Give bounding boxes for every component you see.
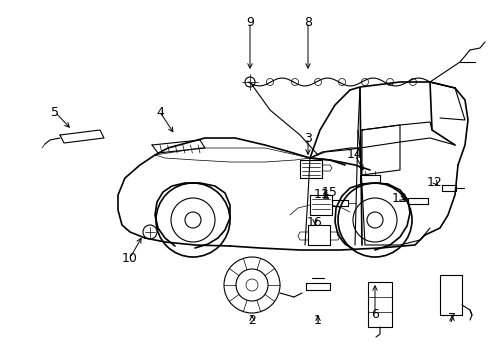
Text: 9: 9	[245, 15, 253, 28]
Text: 13: 13	[391, 192, 407, 204]
Text: 12: 12	[426, 175, 442, 189]
Text: 11: 11	[313, 189, 329, 202]
Text: 15: 15	[322, 185, 337, 198]
Text: 10: 10	[122, 252, 138, 265]
Text: 7: 7	[447, 311, 455, 324]
Text: 2: 2	[247, 314, 255, 327]
Text: 4: 4	[156, 105, 163, 118]
Text: 16: 16	[306, 216, 322, 229]
Text: 14: 14	[346, 148, 362, 162]
Text: 1: 1	[313, 314, 321, 327]
Text: 8: 8	[304, 15, 311, 28]
Text: 5: 5	[51, 105, 59, 118]
Text: 6: 6	[370, 309, 378, 321]
Text: 3: 3	[304, 131, 311, 144]
